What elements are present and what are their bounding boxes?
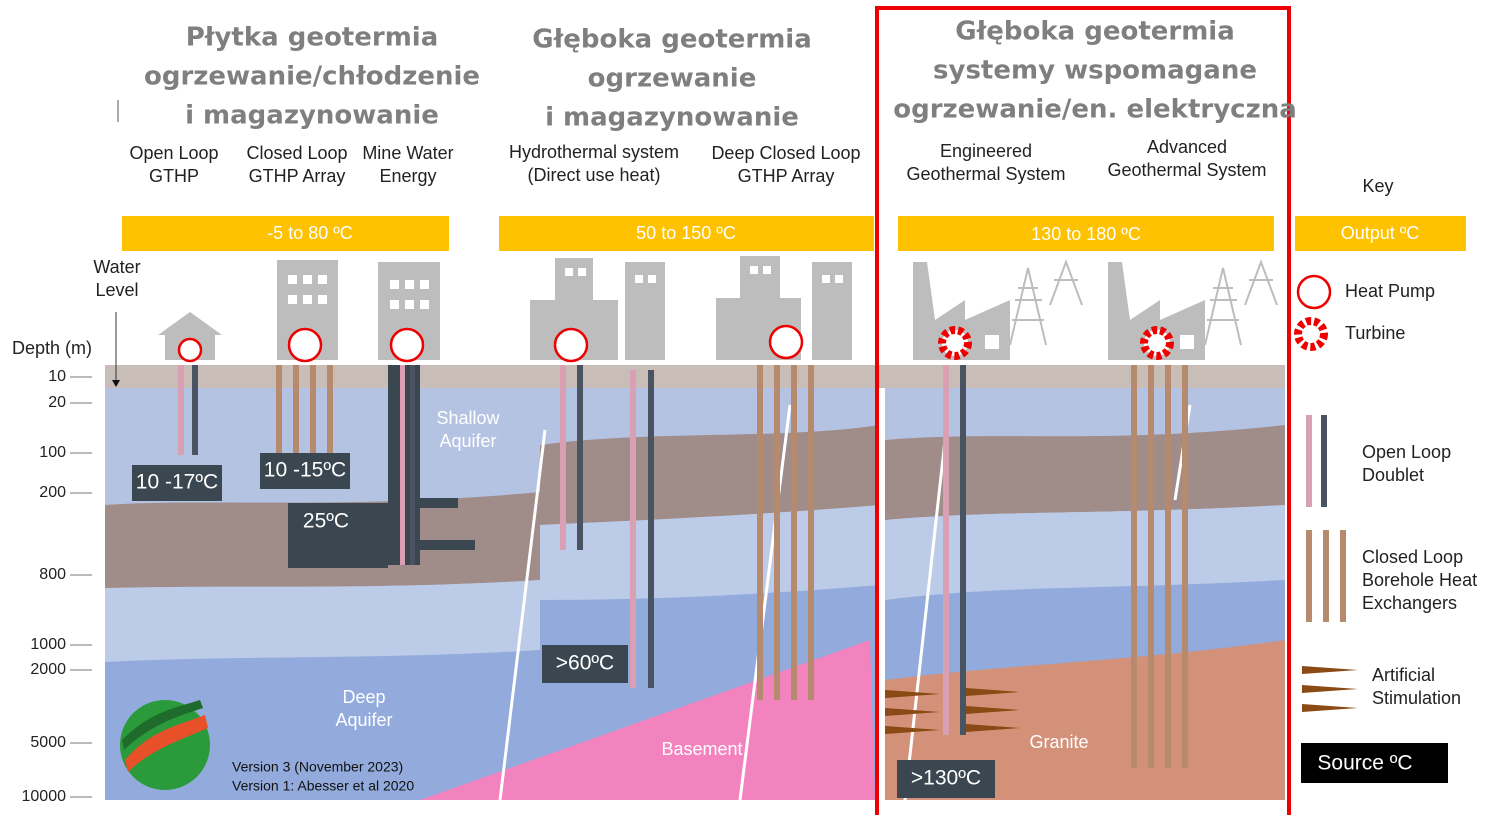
system-label: GTHP Array	[738, 166, 835, 186]
system-label: Geothermal System	[906, 164, 1065, 184]
key-open-loop: Doublet	[1362, 465, 1424, 485]
key-stimulation: Stimulation	[1372, 688, 1461, 708]
water-level-label: Level	[95, 280, 138, 300]
key-graphics	[1301, 415, 1448, 783]
system-label: Energy	[379, 166, 436, 186]
column-title: Głęboka geotermia	[955, 17, 1235, 47]
layer-label: Shallow	[436, 408, 500, 428]
turbines	[938, 317, 1328, 360]
system-label: GTHP	[149, 166, 199, 186]
layer-label: Granite	[1029, 732, 1088, 752]
depth-tick-label: 2000	[30, 661, 66, 678]
depth-tick-label: 100	[39, 444, 66, 461]
key-output: Output ºC	[1341, 223, 1420, 243]
temperature-range: 50 to 150 ºC	[636, 223, 736, 243]
column-title: ogrzewanie	[588, 64, 757, 94]
temperature-range: -5 to 80 ºC	[267, 223, 353, 243]
column-title: i magazynowanie	[185, 101, 439, 131]
column-title: Płytka geotermia	[186, 23, 439, 53]
system-label: Deep Closed Loop	[711, 143, 860, 163]
key-stimulation: Artificial	[1372, 665, 1435, 685]
depth-tick-label: 5000	[30, 734, 66, 751]
column-title: i magazynowanie	[545, 103, 799, 133]
column-title: ogrzewanie/chłodzenie	[144, 62, 480, 92]
key-closed-loop: Closed Loop	[1362, 547, 1463, 567]
temperature-range: 130 to 180 ºC	[1031, 224, 1141, 244]
logo	[120, 700, 210, 790]
pipes	[178, 365, 1188, 768]
layer-label: Deep	[342, 687, 385, 707]
system-label: Open Loop	[129, 143, 218, 163]
column-title: ogrzewanie/en. elektryczna	[893, 95, 1297, 125]
system-label: Geothermal System	[1107, 160, 1266, 180]
system-label: Advanced	[1147, 137, 1227, 157]
temperature-bars	[122, 216, 1466, 251]
source-temp: 25ºC	[303, 510, 349, 533]
windows	[288, 266, 1194, 349]
system-label: Hydrothermal system	[509, 142, 679, 162]
column-title: systemy wspomagane	[933, 56, 1257, 86]
source-temp: 10 -15ºC	[264, 459, 346, 482]
depth-tick-label: 10000	[22, 788, 67, 805]
system-label: GTHP Array	[249, 166, 346, 186]
version-note: Version 1: Abesser et al 2020	[232, 778, 414, 794]
key-title: Key	[1362, 176, 1393, 196]
layer-label: Basement	[661, 739, 742, 759]
depth-tick-label: 200	[39, 484, 66, 501]
depth-axis-title: Depth (m)	[12, 338, 92, 358]
key-heat-pump: Heat Pump	[1345, 281, 1435, 301]
depth-tick-label: 10	[48, 368, 66, 385]
source-boxes	[132, 453, 995, 798]
source-temp: 10 -17ºC	[136, 471, 218, 494]
water-level-arrow	[112, 380, 120, 387]
layer-label: Aquifer	[335, 710, 392, 730]
key-turbine: Turbine	[1345, 323, 1405, 343]
depth-tick-label: 800	[39, 566, 66, 583]
system-label: Mine Water	[362, 143, 453, 163]
highlight-frame	[875, 6, 1291, 815]
key-source: Source ºC	[1317, 752, 1412, 775]
depth-tick-label: 20	[48, 394, 66, 411]
layer-label: Aquifer	[439, 431, 496, 451]
system-label: Closed Loop	[246, 143, 347, 163]
source-temp: >60ºC	[556, 652, 614, 675]
water-level-label: Water	[93, 257, 140, 277]
source-temp: >130ºC	[911, 767, 981, 790]
key-closed-loop: Borehole Heat	[1362, 570, 1477, 590]
pylons	[1009, 259, 1278, 346]
column-title: Głęboka geotermia	[532, 25, 812, 55]
key-open-loop: Open Loop	[1362, 442, 1451, 462]
heat-pumps	[177, 274, 1332, 363]
version-note: Version 3 (November 2023)	[232, 759, 403, 775]
system-label: Engineered	[940, 141, 1032, 161]
key-closed-loop: Exchangers	[1362, 593, 1457, 613]
system-label: (Direct use heat)	[527, 165, 660, 185]
depth-tick-label: 1000	[30, 636, 66, 653]
